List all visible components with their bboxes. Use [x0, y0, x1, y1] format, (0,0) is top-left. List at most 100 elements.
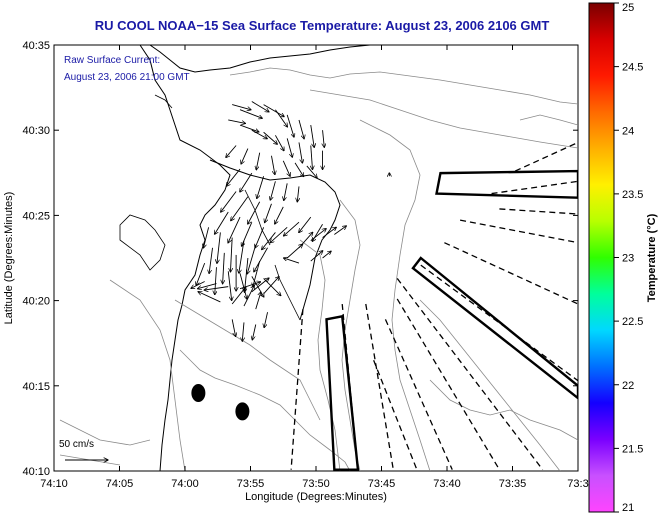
- current-vector: [203, 227, 210, 248]
- current-vector: [221, 191, 237, 213]
- current-vector: [297, 186, 299, 201]
- current-vector: [231, 287, 246, 305]
- bay-detail: [119, 94, 173, 271]
- current-vector: [310, 251, 323, 262]
- current-vector: [243, 285, 254, 307]
- dashed-transect: [491, 180, 578, 195]
- current-vector: [310, 124, 314, 147]
- current-vector: [228, 216, 241, 243]
- y-tick-label: 40:20: [22, 296, 50, 308]
- current-vector: [209, 247, 213, 274]
- x-tick-label: 73:55: [237, 478, 265, 490]
- current-vector: [265, 203, 272, 223]
- survey-box: [435, 169, 578, 199]
- legend-line-2: August 23, 2006 21:00 GMT: [64, 72, 190, 83]
- current-vector: [264, 312, 268, 327]
- current-vector: [323, 130, 325, 147]
- x-tick-label: 73:40: [433, 478, 461, 490]
- x-axis-ticks: 74:10 74:05 74:00 73:55 73:50 73:45 73:40 73:35…: [40, 45, 589, 490]
- dashed-transect: [499, 208, 578, 215]
- y-tick-label: 40:10: [22, 466, 50, 478]
- overlays: [191, 141, 578, 471]
- colorbar-tick-label: 21.5: [622, 443, 643, 455]
- current-vector: [253, 260, 261, 287]
- current-vector: [231, 196, 249, 221]
- x-axis-label: Longitude (Degrees:Minutes): [245, 491, 387, 503]
- current-vector: [196, 262, 206, 285]
- colorbar-tick-label: 24: [622, 125, 634, 137]
- coastline: [139, 45, 231, 471]
- inner-coast: [244, 189, 301, 321]
- colorbar-tick-label: 21: [622, 502, 634, 514]
- sandy-hook: [209, 159, 341, 321]
- colorbar-tick-label: 22.5: [622, 316, 643, 328]
- current-vector: [299, 216, 312, 232]
- y-tick-label: 40:35: [22, 40, 50, 52]
- scale-arrow-label: 50 cm/s: [59, 439, 94, 450]
- current-vector: [322, 227, 337, 238]
- y-tick-label: 40:30: [22, 125, 50, 137]
- current-vector: [270, 226, 288, 242]
- dashed-transect: [444, 242, 578, 305]
- current-vector: [248, 201, 261, 224]
- current-vector: [251, 101, 269, 112]
- x-tick-label: 74:05: [106, 478, 134, 490]
- colorbar-tick-label: 23: [622, 253, 634, 265]
- x-tick-label: 73:3: [567, 478, 588, 490]
- current-vector: [223, 252, 225, 284]
- chart-title: RU COOL NOAA−15 Sea Surface Temperature:…: [95, 18, 550, 33]
- current-vector: [228, 119, 245, 123]
- current-vector: [275, 206, 284, 224]
- current-vector: [322, 251, 332, 259]
- current-vector: [298, 119, 304, 139]
- current-vector: [275, 109, 287, 127]
- current-vector: [263, 277, 279, 295]
- legend-line-1: Raw Surface Current:: [64, 55, 160, 66]
- current-vector: [284, 221, 300, 236]
- y-axis-label: Latitude (Degrees:Minutes): [3, 192, 15, 325]
- current-vector: [310, 229, 326, 241]
- current-vector: [239, 109, 262, 119]
- eddy-marker: [191, 383, 206, 402]
- dashed-transect: [384, 319, 453, 470]
- long-island-coast: [149, 45, 371, 73]
- current-vector: [262, 232, 276, 249]
- current-vector: [255, 227, 265, 248]
- current-vector: [256, 152, 261, 170]
- current-vector: [232, 104, 251, 110]
- current-vector: [240, 172, 253, 192]
- x-tick-label: 73:50: [302, 478, 330, 490]
- current-vector: [284, 258, 300, 264]
- dashed-transect: [514, 141, 578, 172]
- colorbar-ticks: 25 24.5 24 23.5 23 22.5 22 21.5 21: [614, 2, 643, 514]
- current-vector: [271, 155, 274, 175]
- current-vector: [282, 160, 290, 176]
- current-vector: [215, 267, 217, 295]
- colorbar-tick-label: 25: [622, 2, 634, 14]
- current-vector: [198, 283, 217, 289]
- y-axis-ticks: 40:35 40:30 40:25 40:20 40:15 40:10: [22, 40, 578, 478]
- dashed-transect: [420, 264, 578, 382]
- x-tick-label: 74:00: [171, 478, 199, 490]
- current-vector: [298, 232, 313, 249]
- current-vector: [239, 240, 245, 274]
- y-tick-label: 40:25: [22, 210, 50, 222]
- current-vector: [284, 183, 288, 200]
- eddy-marker: [235, 402, 250, 421]
- current-vector: [294, 162, 304, 177]
- current-vector: [270, 181, 276, 200]
- current-vector: [263, 104, 285, 117]
- current-vector: [254, 247, 268, 272]
- current-vector: [247, 244, 257, 274]
- current-vector: [286, 138, 292, 157]
- colorbar-tick-label: 23.5: [622, 189, 643, 201]
- current-vector: [241, 148, 249, 164]
- dashed-transect: [396, 278, 544, 471]
- current-vector: [239, 124, 259, 132]
- survey-box: [411, 256, 578, 400]
- current-vector: [230, 237, 232, 272]
- current-vector: [275, 135, 284, 150]
- current-vector: [298, 142, 302, 163]
- current-vector: [306, 165, 317, 178]
